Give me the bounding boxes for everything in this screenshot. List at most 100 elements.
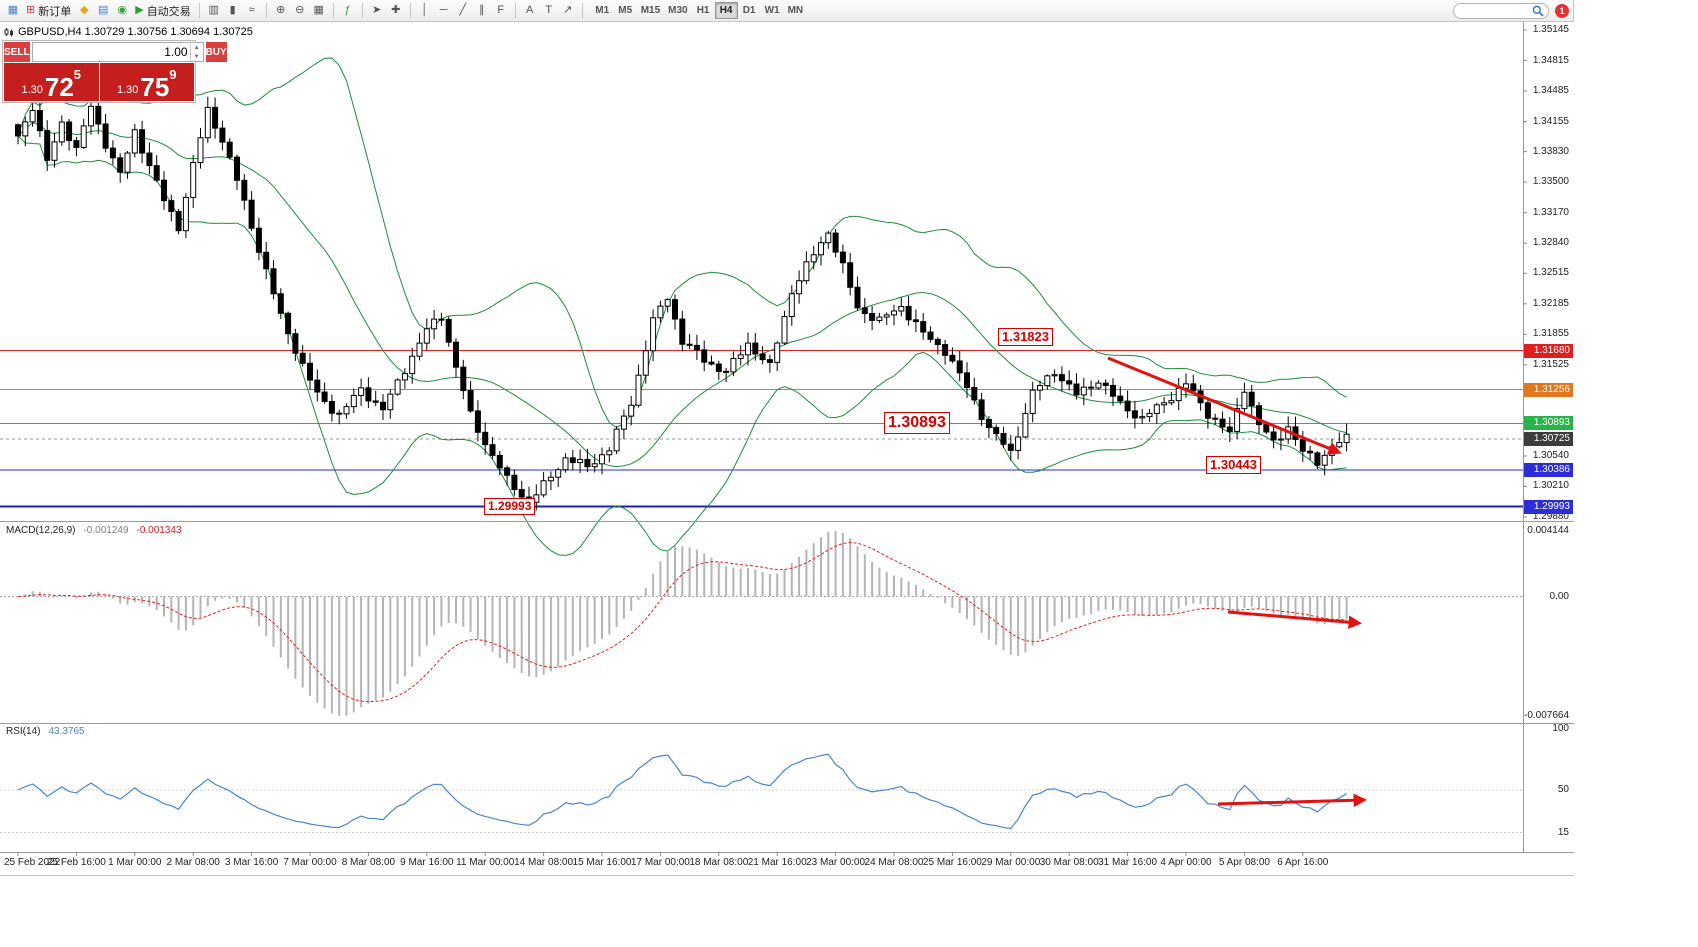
candlesticks[interactable]: [15, 95, 1350, 513]
timeframe-m1[interactable]: M1: [595, 5, 610, 16]
autotrading-button[interactable]: ▶ 自动交易: [132, 2, 193, 20]
chart-area[interactable]: GBPUSD,H4 1.30729 1.30756 1.30694 1.3072…: [0, 22, 1574, 875]
macd-histogram: [24, 531, 1348, 716]
text-label-icon: T: [545, 4, 553, 16]
macd-header: MACD(12,26,9) -0.001249 -0.001343: [4, 525, 184, 536]
rsi-axis-label: 15: [1557, 826, 1569, 838]
price-axis-label: 1.29880: [1532, 511, 1569, 522]
price-axis-label: 1.34485: [1532, 85, 1569, 97]
pane-borders[interactable]: [0, 22, 1574, 856]
buy-price-small: 1.30: [116, 84, 139, 96]
price-axis-box: 1.31680: [1524, 343, 1573, 358]
trendline-icon[interactable]: ╱: [454, 2, 472, 20]
market-watch-icon[interactable]: ▤: [94, 2, 112, 20]
timeframe-w1[interactable]: W1: [764, 5, 780, 16]
timeframe-h4[interactable]: H4: [714, 2, 738, 19]
macd-axis-label: -0.007664: [1524, 710, 1570, 721]
time-axis-label: 25 Feb 16:00: [46, 857, 106, 868]
chart-ohlc-label: GBPUSD,H4 1.30729 1.30756 1.30694 1.3072…: [18, 26, 253, 38]
rsi-name: RSI(14): [6, 726, 41, 737]
horizontal-line-icon: ─: [439, 4, 448, 16]
new-chart-icon[interactable]: ▦: [4, 2, 22, 20]
buy-price-button[interactable]: 1.30 75 9: [99, 63, 194, 101]
search-input[interactable]: [1458, 5, 1532, 16]
new-chart-icon: ▦: [7, 4, 19, 16]
price-axis-label: 1.31855: [1532, 328, 1569, 340]
bar-chart-icon[interactable]: ▥: [205, 2, 223, 20]
chart-icon: [4, 28, 13, 37]
price-axis-label: 1.30540: [1532, 449, 1569, 461]
sell-price-sup: 5: [73, 67, 82, 82]
time-axis-label: 18 Mar 08:00: [689, 857, 749, 868]
red-arrow: [1227, 610, 1363, 629]
vertical-line-icon[interactable]: │: [416, 2, 434, 20]
toolbar-right: 1: [1453, 2, 1569, 19]
buy-price-sup: 9: [169, 67, 177, 82]
indicators-icon: ƒ: [344, 4, 351, 16]
bollinger-bands: [17, 57, 1347, 556]
horizontal-level-lines[interactable]: [0, 350, 1523, 508]
channel-icon[interactable]: ∥: [473, 2, 491, 20]
toolbar-separator: [409, 3, 411, 18]
time-axis-label: 23 Mar 00:00: [806, 857, 866, 868]
metaeditor-icon[interactable]: ◆: [75, 2, 93, 20]
text-label-icon[interactable]: T: [540, 2, 558, 20]
trendline-icon: ╱: [459, 4, 466, 16]
price-callout-label[interactable]: 1.29993: [484, 497, 536, 515]
time-axis-label: 14 Mar 08:00: [514, 857, 574, 868]
price-axis-box: 1.30725: [1524, 431, 1573, 446]
time-axis-label: 24 Mar 08:00: [864, 857, 924, 868]
price-callout-label[interactable]: 1.30893: [884, 411, 950, 434]
sell-price-button[interactable]: 1.30 72 5: [4, 63, 99, 101]
timeframe-mn[interactable]: MN: [787, 5, 804, 16]
time-axis-label: 29 Mar 00:00: [981, 857, 1041, 868]
price-callout-label[interactable]: 1.30443: [1206, 455, 1261, 474]
market-watch-icon: ▤: [98, 4, 109, 16]
price-axis-label: 1.32185: [1532, 297, 1569, 309]
cursor-icon[interactable]: ➤: [368, 2, 386, 20]
notification-badge[interactable]: 1: [1555, 3, 1569, 18]
horizontal-line-icon[interactable]: ─: [435, 2, 453, 20]
price-callout-label[interactable]: 1.31823: [998, 327, 1053, 347]
volume-down-button[interactable]: ▼: [193, 53, 200, 60]
indicators-icon[interactable]: ƒ: [339, 2, 357, 20]
timeframe-d1[interactable]: D1: [742, 5, 756, 16]
timeframe-bar: M1 M5 M15 M30 H1 H4 D1 W1 MN: [591, 2, 807, 19]
time-axis-label: 25 Feb 2022: [4, 857, 61, 868]
search-box[interactable]: [1453, 2, 1549, 19]
cursor-icon: ➤: [372, 4, 382, 16]
arrows-icon: ↗: [563, 4, 573, 16]
search-icon[interactable]: [1532, 5, 1544, 17]
arrows-icon[interactable]: ↗: [559, 2, 577, 20]
red-arrow: [1217, 793, 1368, 808]
timeframe-m5[interactable]: M5: [618, 5, 633, 16]
volume-input[interactable]: [32, 43, 190, 61]
text-icon[interactable]: A: [521, 2, 539, 20]
buy-button[interactable]: BUY: [205, 42, 227, 62]
price-axis-box: 1.30893: [1524, 416, 1573, 431]
tile-windows-icon[interactable]: ▦: [310, 2, 328, 20]
timeframe-h1[interactable]: H1: [696, 5, 710, 16]
toolbar-separator: [361, 3, 363, 18]
chart-canvas[interactable]: [0, 22, 1574, 875]
autotrading-button: ▶: [135, 4, 144, 16]
zoom-in-icon[interactable]: ⊕: [272, 2, 290, 20]
timeframe-m15[interactable]: M15: [640, 5, 661, 16]
time-axis-label: 30 Mar 08:00: [1039, 857, 1099, 868]
time-axis-label: 17 Mar 00:00: [630, 857, 690, 868]
refresh-icon[interactable]: ◉: [113, 2, 131, 20]
zoom-out-icon[interactable]: ⊖: [291, 2, 309, 20]
volume-up-button[interactable]: ▲: [193, 44, 200, 51]
new-order-button[interactable]: ⊞ 新订单: [23, 2, 74, 20]
line-chart-icon[interactable]: ≈: [243, 2, 261, 20]
candlestick-chart-icon[interactable]: ▮: [224, 2, 242, 20]
timeframe-m30[interactable]: M30: [668, 5, 688, 16]
price-axis-label: 1.32515: [1532, 267, 1569, 279]
price-axis-label: 1.35145: [1532, 24, 1569, 35]
crosshair-icon[interactable]: ✚: [387, 2, 405, 20]
sell-button[interactable]: SELL: [4, 42, 30, 62]
fibonacci-icon[interactable]: F: [492, 2, 510, 20]
trend-arrows[interactable]: [1107, 356, 1368, 808]
chart-ohlc-header: GBPUSD,H4 1.30729 1.30756 1.30694 1.3072…: [4, 26, 253, 38]
